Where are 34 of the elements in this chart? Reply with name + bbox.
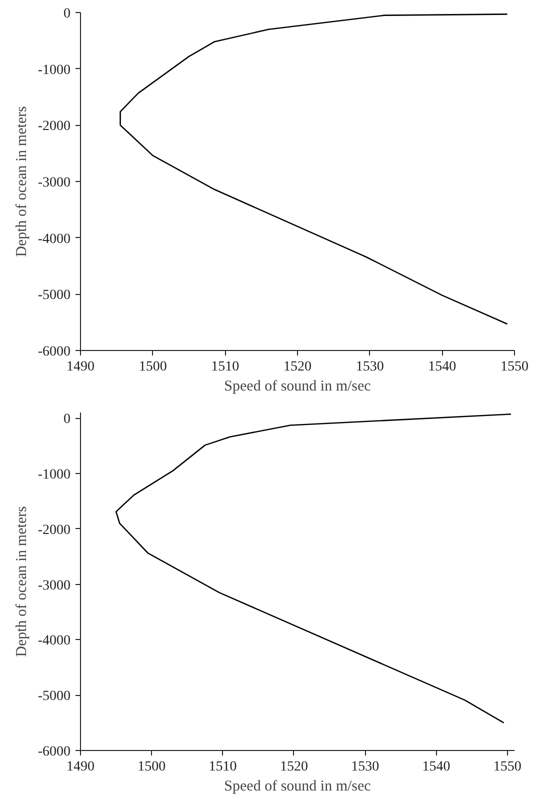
line-series: [115, 414, 512, 724]
x-tick-label: 1500: [138, 360, 167, 374]
x-tick-label: 1530: [351, 760, 380, 774]
y-tick-label: -1000: [38, 467, 71, 482]
y-tick-label: -4000: [38, 634, 71, 649]
y-tick-label: -3000: [38, 176, 71, 190]
y-axis-title: Depth of ocean in meters: [14, 106, 30, 257]
y-axis-title: Depth of ocean in meters: [14, 506, 30, 657]
x-tick-label: 1490: [66, 360, 94, 374]
y-tick-label: -1000: [38, 62, 71, 78]
x-tick-label: 1510: [208, 760, 237, 774]
y-tick-label: -3000: [38, 578, 71, 594]
x-tick-label: 1550: [500, 360, 528, 374]
x-tick-label: 1490: [66, 760, 94, 774]
x-axis-title: Speed of sound in m/sec: [224, 778, 372, 794]
y-tick-label: -4000: [38, 232, 71, 247]
y-tick-label: -2000: [38, 119, 71, 134]
y-tick-label: 0: [64, 6, 70, 22]
x-tick-label: 1520: [280, 760, 308, 774]
y-tick-label: -6000: [38, 344, 71, 360]
x-tick-label: 1540: [428, 360, 456, 374]
x-tick-label: 1510: [211, 360, 240, 374]
line-series: [120, 14, 508, 325]
x-tick-label: 1550: [493, 760, 522, 774]
x-axis-title: Speed of sound in m/sec: [224, 378, 372, 394]
y-tick-label: -2000: [38, 522, 71, 538]
y-tick-label: -5000: [38, 288, 71, 304]
y-tick-label: -5000: [38, 689, 71, 704]
x-tick-label: 1530: [356, 360, 384, 374]
x-tick-label: 1500: [138, 760, 166, 774]
x-tick-label: 1520: [284, 360, 312, 374]
y-tick-label: -6000: [38, 744, 71, 760]
y-tick-label: 0: [64, 412, 70, 428]
x-tick-label: 1540: [422, 760, 450, 774]
